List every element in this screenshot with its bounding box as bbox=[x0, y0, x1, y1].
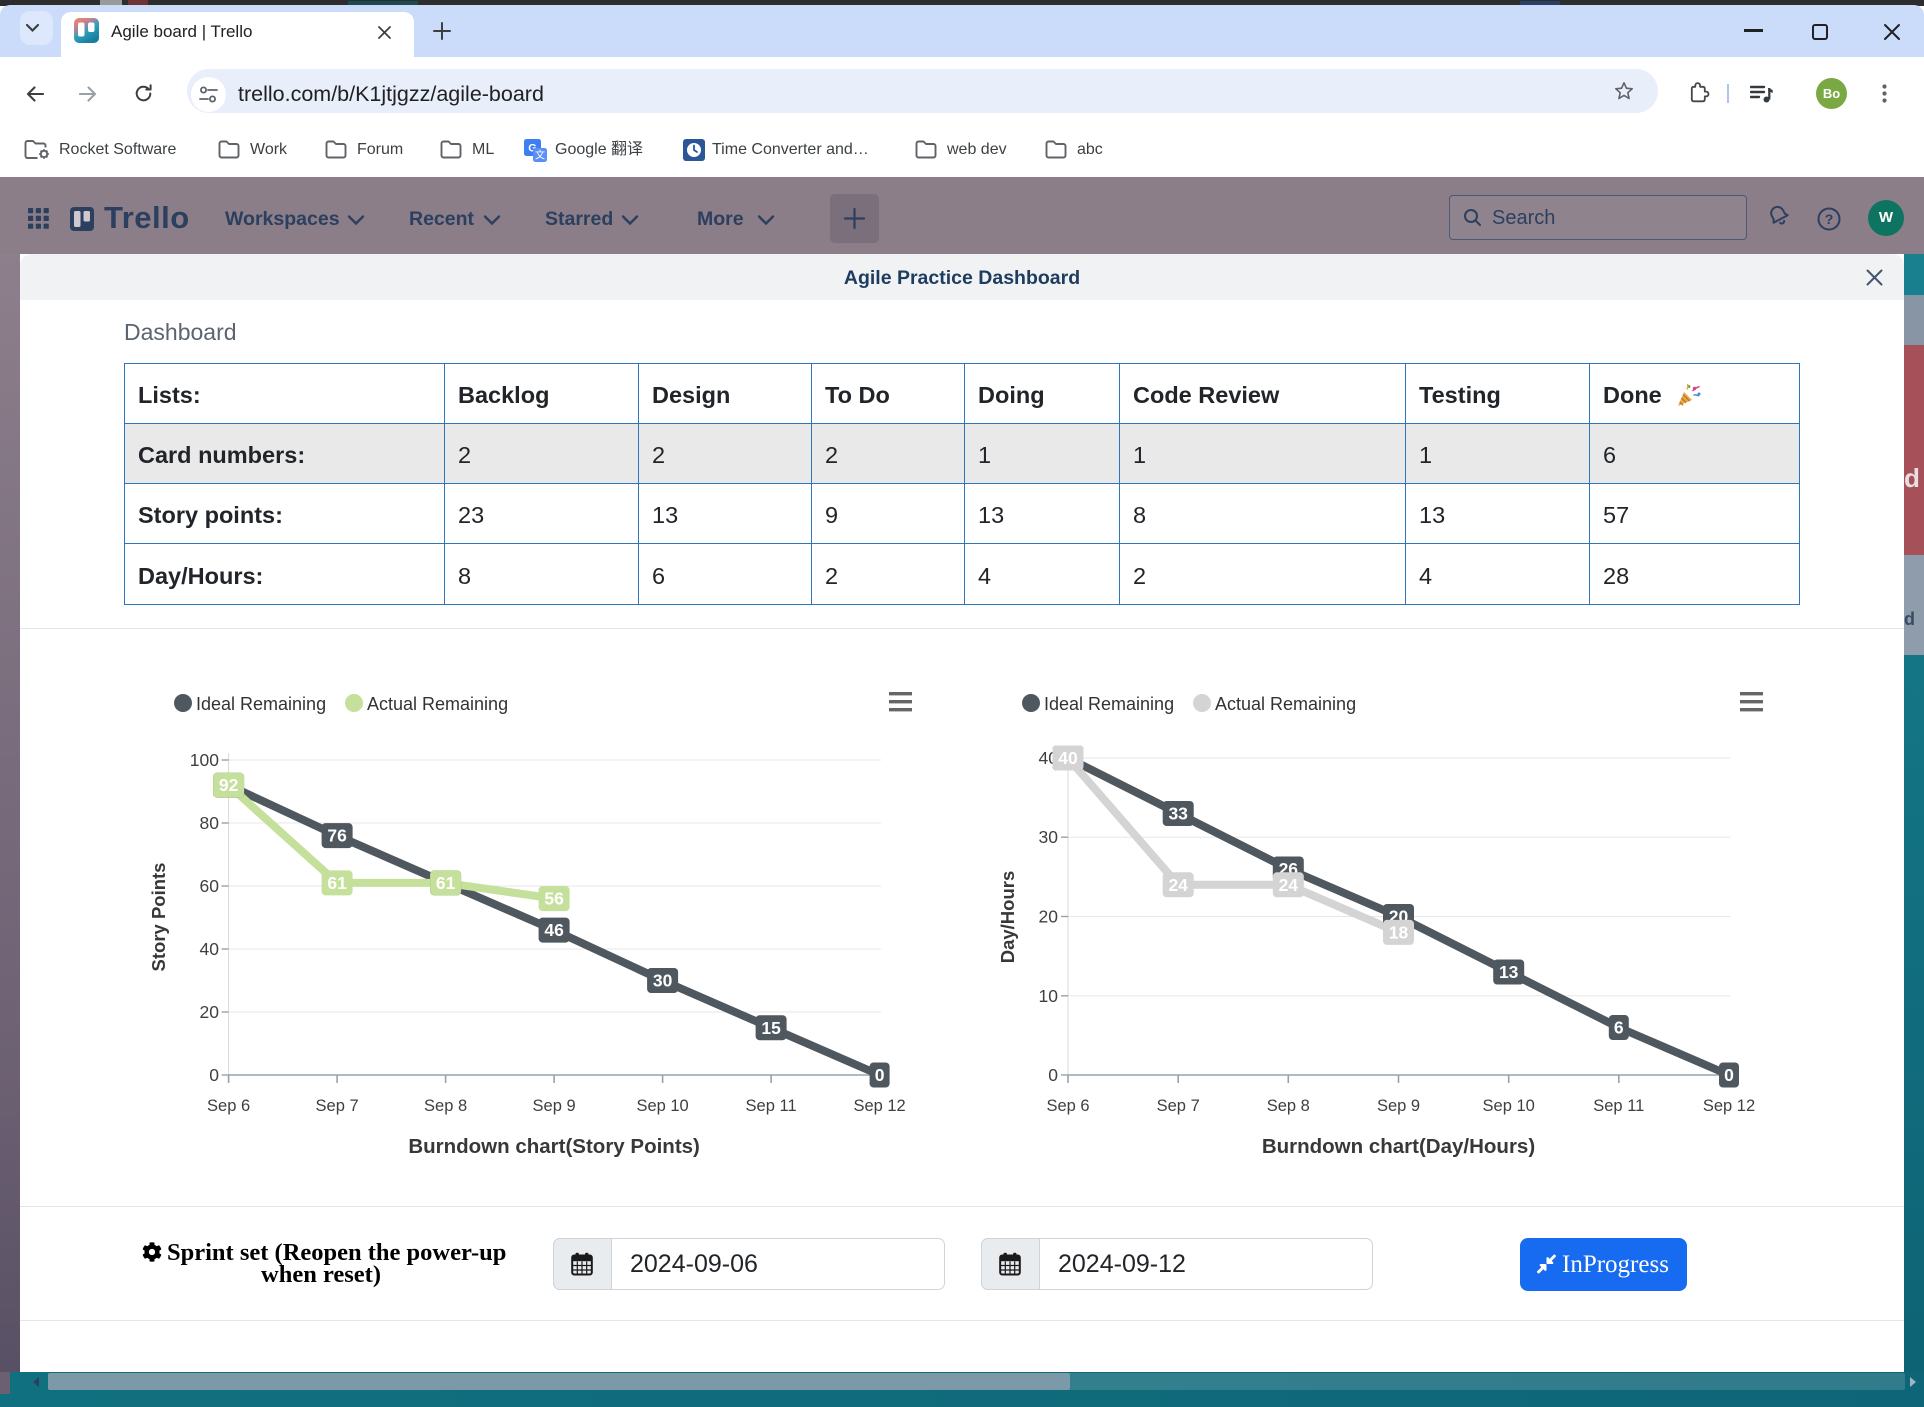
svg-text:Actual Remaining: Actual Remaining bbox=[1215, 694, 1356, 714]
svg-text:0: 0 bbox=[209, 1065, 219, 1085]
svg-text:18: 18 bbox=[1389, 922, 1409, 942]
svg-text:Sep 11: Sep 11 bbox=[1593, 1097, 1644, 1115]
svg-text:40: 40 bbox=[200, 939, 220, 959]
svg-text:Sep 7: Sep 7 bbox=[1157, 1097, 1200, 1115]
svg-text:46: 46 bbox=[544, 920, 564, 940]
svg-text:Burndown chart(Day/Hours): Burndown chart(Day/Hours) bbox=[1262, 1135, 1535, 1158]
svg-text:Sep 10: Sep 10 bbox=[636, 1097, 688, 1115]
svg-text:文: 文 bbox=[535, 149, 545, 162]
svg-text:Day/Hours: Day/Hours bbox=[997, 871, 1018, 964]
svg-text:G: G bbox=[528, 143, 537, 155]
svg-text:80: 80 bbox=[200, 813, 220, 833]
svg-text:Sep 12: Sep 12 bbox=[1703, 1097, 1755, 1115]
svg-text:61: 61 bbox=[436, 873, 456, 893]
svg-text:20: 20 bbox=[200, 1002, 220, 1022]
svg-text:Sep 12: Sep 12 bbox=[853, 1097, 905, 1115]
svg-text:92: 92 bbox=[219, 775, 239, 795]
svg-text:0: 0 bbox=[875, 1065, 885, 1085]
svg-text:61: 61 bbox=[327, 873, 347, 893]
svg-text:20: 20 bbox=[1039, 907, 1059, 927]
svg-text:Sep 9: Sep 9 bbox=[533, 1097, 576, 1115]
svg-text:Sep 7: Sep 7 bbox=[316, 1097, 359, 1115]
svg-text:6: 6 bbox=[1614, 1018, 1624, 1038]
svg-text:100: 100 bbox=[190, 750, 219, 770]
svg-text:60: 60 bbox=[200, 876, 220, 896]
svg-text:Sep 10: Sep 10 bbox=[1483, 1097, 1535, 1115]
svg-text:0: 0 bbox=[1724, 1065, 1734, 1085]
svg-text:56: 56 bbox=[544, 889, 564, 909]
svg-text:0: 0 bbox=[1048, 1065, 1058, 1085]
svg-text:30: 30 bbox=[653, 971, 673, 991]
svg-text:Story Points: Story Points bbox=[148, 863, 169, 972]
svg-text:Sep 8: Sep 8 bbox=[1267, 1097, 1310, 1115]
svg-text:Actual Remaining: Actual Remaining bbox=[367, 694, 508, 714]
svg-text:Sep 6: Sep 6 bbox=[1046, 1097, 1089, 1115]
svg-text:?: ? bbox=[1825, 211, 1834, 227]
svg-text:10: 10 bbox=[1039, 986, 1059, 1006]
svg-text:30: 30 bbox=[1039, 827, 1059, 847]
svg-text:40: 40 bbox=[1058, 748, 1078, 768]
svg-text:Sep 11: Sep 11 bbox=[746, 1097, 797, 1115]
svg-text:13: 13 bbox=[1499, 962, 1519, 982]
svg-text:Ideal Remaining: Ideal Remaining bbox=[1044, 694, 1174, 714]
svg-text:Sep 9: Sep 9 bbox=[1377, 1097, 1420, 1115]
svg-text:Ideal Remaining: Ideal Remaining bbox=[196, 694, 326, 714]
svg-text:24: 24 bbox=[1279, 875, 1299, 895]
svg-text:24: 24 bbox=[1168, 875, 1188, 895]
svg-text:Sep 6: Sep 6 bbox=[207, 1097, 250, 1115]
svg-text:76: 76 bbox=[327, 826, 347, 846]
svg-text:Sep 8: Sep 8 bbox=[424, 1097, 467, 1115]
svg-text:15: 15 bbox=[761, 1018, 781, 1038]
svg-text:33: 33 bbox=[1168, 804, 1188, 824]
svg-text:Burndown chart(Story Points): Burndown chart(Story Points) bbox=[408, 1135, 700, 1158]
